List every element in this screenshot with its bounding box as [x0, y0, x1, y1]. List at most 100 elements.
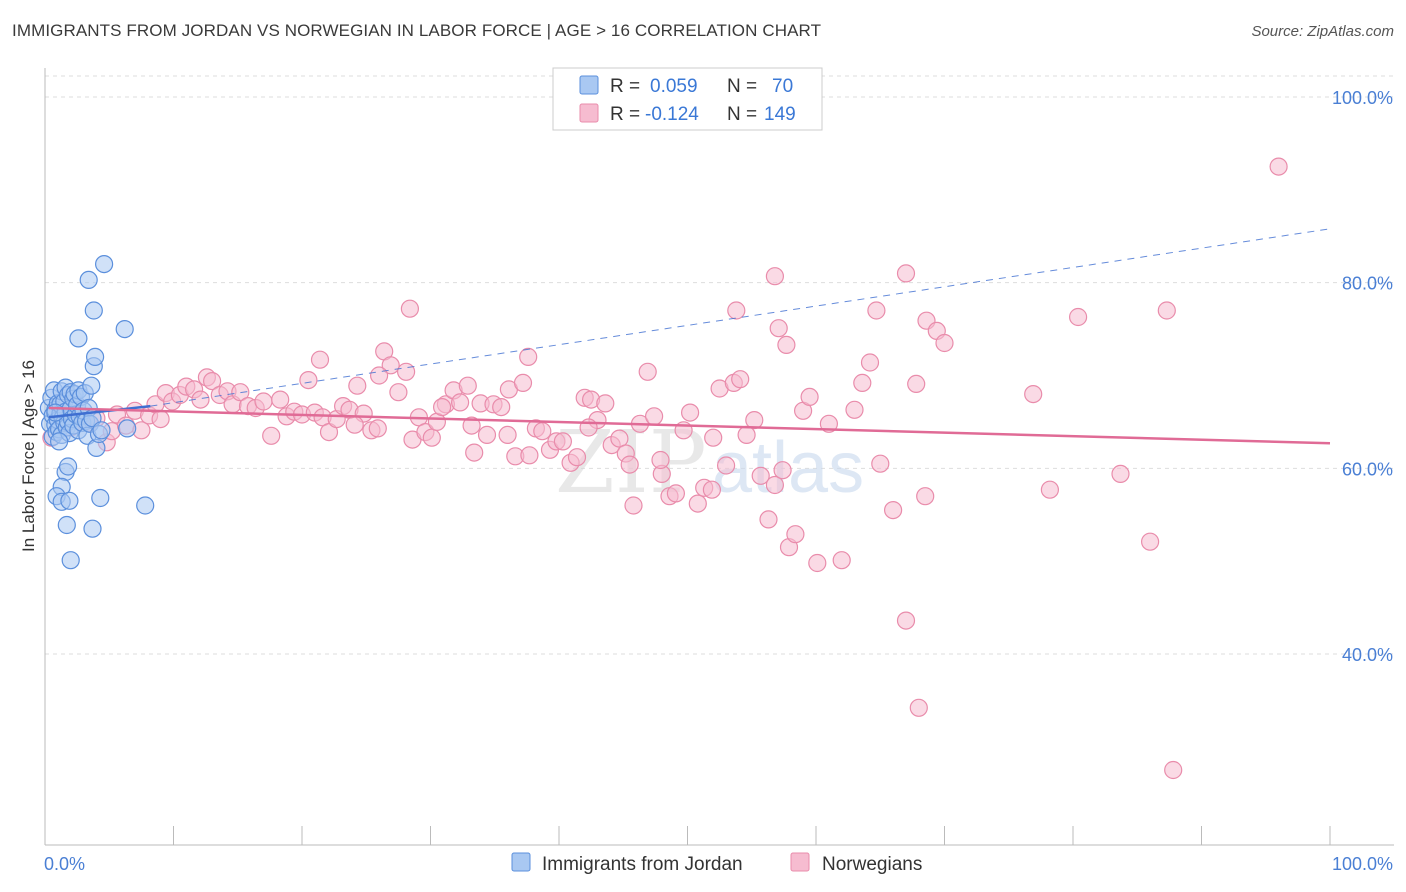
- norwegians-point: [773, 461, 792, 480]
- norwegians-point: [832, 551, 851, 570]
- series-legend: Immigrants from Jordan Norwegians: [511, 852, 922, 875]
- norwegians-point: [800, 387, 819, 406]
- legend-label-jordan: Immigrants from Jordan: [542, 854, 743, 875]
- norwegians-point: [765, 475, 785, 495]
- norwegians-point: [1140, 532, 1160, 551]
- legend-n-label-blue: N =: [727, 76, 757, 97]
- norwegians-point: [1040, 480, 1060, 499]
- norwegians-point: [883, 501, 903, 520]
- norwegians-point: [716, 456, 736, 475]
- norwegians-point: [896, 611, 916, 630]
- norwegians-point: [860, 353, 880, 372]
- norwegians-trend-line: [48, 406, 1331, 445]
- norwegians-point: [620, 455, 639, 474]
- legend-r-label-pink: R =: [610, 104, 640, 125]
- norwegians-point: [389, 383, 408, 402]
- jordan-point: [60, 491, 79, 510]
- y-tick-label: 80.0%: [1342, 274, 1393, 294]
- norwegians-point: [492, 398, 511, 417]
- legend-r-label-blue: R =: [610, 76, 640, 97]
- norwegians-point: [777, 335, 796, 354]
- legend-swatch-pink: [579, 103, 599, 123]
- norwegians-point: [498, 425, 517, 444]
- norwegians-point: [262, 426, 281, 445]
- norwegians-point: [477, 425, 497, 444]
- norwegians-point: [370, 366, 389, 385]
- trend-lines: [48, 228, 1331, 445]
- norwegians-point: [567, 448, 587, 467]
- norwegians-point: [596, 394, 615, 413]
- axes: [44, 68, 1394, 846]
- norwegians-point: [553, 432, 573, 451]
- jordan-point: [84, 301, 103, 320]
- norwegians-point: [769, 319, 788, 338]
- norwegians-point: [458, 376, 477, 395]
- norwegians-point: [368, 419, 387, 438]
- norwegians-point: [299, 371, 318, 390]
- norwegians-point: [871, 454, 890, 473]
- norwegians-point: [519, 347, 538, 366]
- legend-n-label-pink: N =: [727, 104, 757, 125]
- y-tick-label: 60.0%: [1342, 459, 1393, 479]
- jordan-point: [94, 255, 114, 274]
- jordan-point: [46, 403, 65, 422]
- norwegians-point: [1164, 760, 1183, 780]
- jordan-point: [91, 488, 110, 508]
- jordan-trend-line: [48, 404, 151, 419]
- norwegians-point: [462, 416, 481, 435]
- norwegians-point: [254, 392, 273, 411]
- norwegians-point: [638, 362, 657, 381]
- norwegians-point: [422, 428, 441, 447]
- jordan-point: [115, 320, 134, 339]
- norwegians-point: [688, 494, 707, 513]
- legend-swatch-blue: [579, 75, 599, 95]
- legend-swatch-norwegians: [790, 852, 810, 872]
- source-credit: Source: ZipAtlas.com: [1251, 23, 1394, 40]
- norwegians-point: [909, 698, 928, 717]
- legend-n-value-blue: 70: [772, 76, 793, 97]
- norwegians-point: [759, 510, 778, 529]
- legend-r-value-blue: 0.059: [650, 76, 698, 97]
- y-axis-title: In Labor Force | Age > 16: [19, 360, 38, 552]
- jordan-point: [118, 419, 137, 438]
- norwegians-point: [400, 299, 419, 318]
- x-tick-labels: 0.0% 100.0%: [44, 854, 1393, 874]
- norwegians-point: [935, 333, 954, 353]
- norwegians-point: [896, 264, 916, 283]
- norwegians-point: [867, 301, 886, 320]
- norwegians-point: [1157, 301, 1176, 320]
- norwegians-point: [397, 362, 416, 381]
- norwegians-point: [644, 407, 664, 426]
- norwegians-point: [1269, 157, 1288, 176]
- norwegians-point: [310, 350, 330, 369]
- jordan-point: [57, 515, 76, 535]
- jordan-point: [82, 376, 101, 395]
- grid-lines: [45, 75, 1394, 655]
- jordan-point: [92, 421, 111, 440]
- jordan-point: [61, 551, 80, 570]
- norwegians-point: [680, 403, 700, 422]
- jordan-trend-extrapolated: [150, 228, 1331, 407]
- norwegians-point: [433, 398, 452, 417]
- norwegians-point: [513, 373, 533, 392]
- jordan-point: [85, 347, 105, 366]
- norwegians-point: [203, 372, 222, 391]
- norwegians-point: [751, 466, 770, 485]
- norwegians-point: [1024, 385, 1043, 404]
- norwegians-point: [151, 410, 170, 429]
- norwegians-point: [731, 370, 750, 389]
- norwegians-point: [520, 446, 539, 465]
- jordan-point: [58, 457, 78, 476]
- legend-r-value-pink: -0.124: [645, 104, 699, 125]
- norwegians-point: [271, 390, 290, 409]
- x-tick-label: 100.0%: [1332, 854, 1393, 874]
- norwegians-point: [765, 267, 785, 286]
- norwegians-point: [451, 393, 470, 412]
- norwegians-point: [666, 484, 686, 503]
- legend-swatch-jordan: [511, 852, 531, 872]
- norwegians-point: [624, 496, 643, 515]
- y-tick-label: 40.0%: [1342, 645, 1393, 665]
- stats-legend: R = 0.059 N = 70 R = -0.124 N = 149: [552, 67, 823, 131]
- jordan-point: [79, 270, 98, 289]
